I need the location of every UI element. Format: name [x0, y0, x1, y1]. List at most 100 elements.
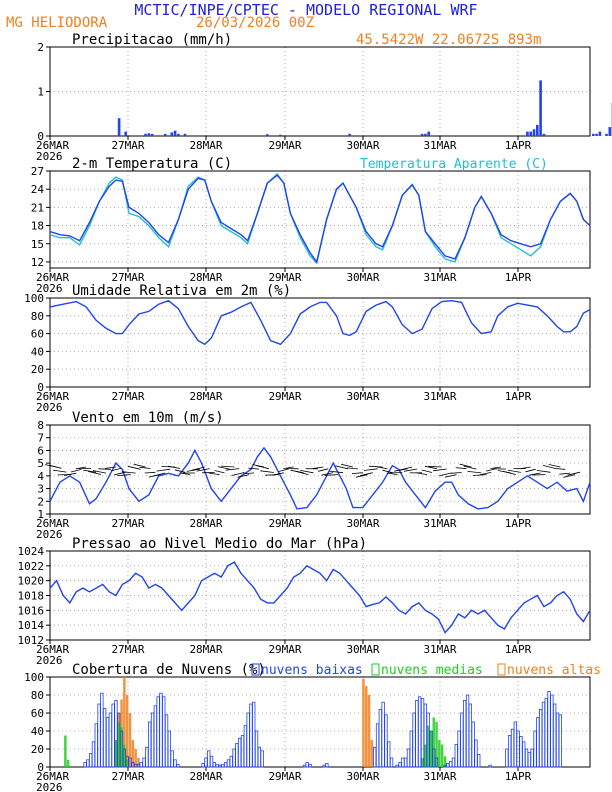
wind-arrow [52, 469, 67, 473]
cloud-bar-low [246, 712, 250, 768]
y-tick-label: 8 [37, 419, 44, 432]
cloud-bar-low [387, 741, 391, 768]
cloud-bar-low [240, 735, 245, 768]
wind-arrow [278, 468, 289, 472]
wind-arrow [217, 466, 230, 470]
precip-bar [163, 133, 167, 136]
precip-bar [539, 80, 542, 136]
wind-arrow [355, 474, 368, 478]
wind-arrow [439, 472, 452, 477]
wind-arrow [92, 470, 107, 474]
x-tick-label: 31MAR [423, 517, 456, 530]
wind-arrow [347, 467, 358, 470]
wind-arrow [450, 472, 462, 474]
cloud-bar-low [215, 763, 219, 768]
cloud-bar-low [103, 708, 107, 768]
cloud-bar-low [378, 709, 383, 768]
y-tick-label: 6 [37, 444, 44, 457]
wind-arrow [231, 472, 245, 476]
precip-bar [117, 118, 121, 136]
cloud-bar-low [448, 761, 453, 768]
wind-arrow [490, 466, 502, 469]
cloud-bar-low [533, 730, 537, 768]
cloud-bar-low [226, 759, 231, 768]
y-tick-label: 12 [31, 256, 44, 269]
wind-arrow [502, 470, 516, 475]
wind-arrow [399, 466, 413, 471]
panel-title: Pressao ao Nivel Medio do Mar (hPa) [72, 536, 367, 552]
x-tick-label: 28MAR [189, 139, 222, 152]
cloud-bar-low [170, 750, 174, 768]
cloud-bar-low [558, 714, 562, 768]
precip-bar [279, 134, 282, 136]
cloud-bar-low [460, 712, 464, 768]
precip-bar [608, 127, 612, 136]
cloud-bar-mid [66, 759, 70, 767]
wind-arrow [341, 463, 353, 468]
cloud-bar-low [167, 730, 172, 768]
cloud-legend-label: nuvens medias [381, 663, 483, 678]
cloud-legend-swatch [371, 663, 380, 676]
x-tick-label: 1APR [505, 517, 532, 530]
wind-arrow [283, 466, 294, 469]
wind-arrow [386, 472, 398, 475]
y-tick-label: 100 [24, 671, 44, 684]
wind-arrow [214, 470, 225, 474]
wind-arrow [271, 472, 284, 476]
precip-bar [266, 134, 269, 136]
wind-arrow [133, 463, 146, 468]
cloud-bar-low [145, 746, 149, 768]
cloud-bar-low [254, 730, 259, 768]
cloud-bar-high [365, 686, 368, 767]
cloud-bar-mid [426, 725, 430, 767]
cloud-bar-mid [438, 740, 441, 767]
cloud-bar-low [524, 748, 529, 768]
precip-bar [144, 133, 147, 136]
cloud-bar-low [527, 752, 531, 768]
wind-arrow [152, 472, 166, 477]
cloud-bar-low [553, 703, 557, 768]
wind-arrow [237, 474, 250, 478]
y-tick-label: 1018 [18, 590, 45, 603]
cloud-bar-mid [123, 744, 126, 767]
y-tick-label: 100 [24, 292, 44, 305]
precip-bar [348, 133, 351, 136]
x-tick-label: 31MAR [423, 271, 456, 284]
x-year-label: 2026 [36, 781, 63, 792]
x-tick-label: 29MAR [268, 390, 301, 403]
wind-arrow [324, 474, 339, 476]
panel-title: Vento em 10m (m/s) [72, 410, 224, 426]
wind-arrow [121, 471, 136, 474]
precip-bar [170, 132, 174, 136]
cloud-bar-low [243, 725, 248, 768]
cloud-bar-low [83, 762, 87, 768]
plot-frame [49, 676, 591, 768]
wind-arrow [243, 472, 255, 475]
x-tick-label: 27MAR [111, 517, 144, 530]
temperature-line [49, 174, 591, 264]
wind-arrow [191, 466, 205, 471]
wind-arrow [554, 468, 566, 470]
cloud-bar-mid [114, 740, 118, 767]
x-year-label: 2026 [36, 528, 63, 541]
y-tick-label: 1024 [18, 545, 45, 558]
wind-arrow [220, 465, 235, 468]
precip-bar [124, 131, 127, 136]
cloud-bar-high [370, 740, 374, 767]
x-tick-label: 1APR [505, 643, 532, 656]
cloud-bar-high [131, 740, 135, 767]
cloud-bar-low [507, 735, 512, 768]
x-tick-label: 30MAR [346, 390, 379, 403]
wind-arrow [321, 472, 334, 476]
precip-bar [427, 131, 430, 136]
wind-arrow [83, 469, 97, 473]
cloud-bar-low [111, 703, 115, 768]
y-tick-label: 1014 [18, 619, 45, 632]
cloud-bar-mid [429, 731, 433, 767]
cloud-bar-low [513, 721, 517, 768]
cloud-bar-high [134, 749, 137, 767]
plot-frame [49, 297, 591, 388]
x-tick-label: 31MAR [423, 139, 456, 152]
